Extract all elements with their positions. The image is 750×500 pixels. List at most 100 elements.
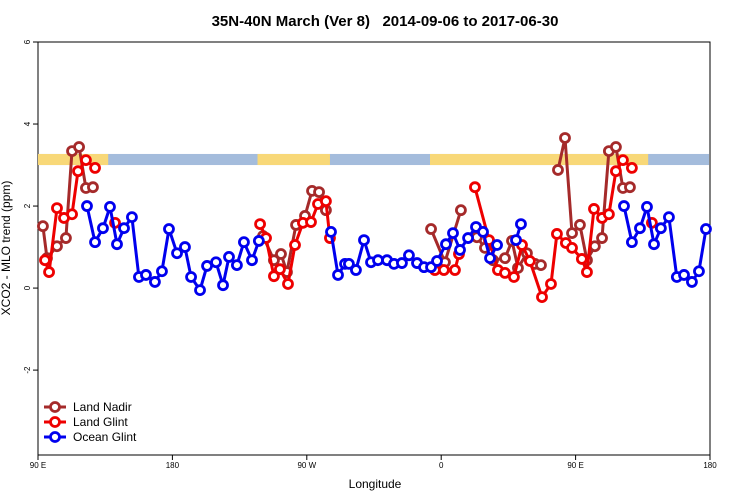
- data-point: [126, 211, 138, 224]
- data-point: [617, 154, 629, 167]
- data-point: [575, 253, 588, 265]
- data-point: [194, 284, 206, 297]
- data-point: [246, 254, 258, 267]
- data-point: [536, 291, 548, 304]
- data-point: [588, 240, 601, 253]
- data-point: [625, 236, 638, 249]
- data-point: [641, 200, 653, 213]
- y-axis-label: XCO2 - MLO trend (ppm): [0, 181, 13, 316]
- data-point: [275, 248, 287, 260]
- data-point: [252, 235, 265, 247]
- land-band: [38, 153, 109, 166]
- data-point: [648, 238, 660, 251]
- data-point: [596, 232, 608, 244]
- data-point: [111, 238, 123, 251]
- data-point: [171, 247, 183, 260]
- data-point: [210, 256, 222, 269]
- data-point: [477, 225, 489, 238]
- data-point: [305, 216, 317, 228]
- legend-marker: [49, 416, 61, 428]
- data-point: [454, 244, 466, 256]
- data-point: [223, 251, 235, 263]
- y-tick-label: 2: [23, 203, 32, 208]
- data-point: [73, 141, 85, 153]
- data-point: [535, 259, 547, 272]
- data-point: [624, 181, 636, 194]
- legend-label: Land Glint: [73, 415, 128, 429]
- data-point: [97, 222, 109, 235]
- data-point: [332, 269, 344, 281]
- data-point: [625, 162, 638, 174]
- data-point: [559, 132, 571, 144]
- data-point: [566, 227, 578, 240]
- data-point: [618, 200, 630, 212]
- data-point: [693, 265, 705, 278]
- data-point: [678, 269, 690, 281]
- data-point: [282, 278, 294, 290]
- data-point: [403, 249, 415, 262]
- data-point: [320, 195, 332, 208]
- data-point: [545, 278, 557, 290]
- data-point: [87, 181, 99, 194]
- data-point: [274, 263, 286, 276]
- data-point: [66, 208, 78, 221]
- plot-frame: [37, 41, 711, 456]
- data-point: [610, 165, 622, 178]
- data-point: [325, 225, 337, 238]
- data-point: [510, 234, 522, 246]
- land-band: [257, 153, 330, 166]
- data-point: [231, 259, 243, 272]
- data-point: [588, 203, 600, 215]
- data-point: [149, 276, 161, 288]
- data-point: [37, 220, 49, 233]
- legend-marker: [49, 431, 61, 443]
- data-point: [60, 232, 72, 244]
- ocean-band: [39, 153, 709, 166]
- data-point: [425, 223, 437, 235]
- data-point: [118, 222, 130, 235]
- data-point: [462, 232, 474, 244]
- data-point: [551, 228, 563, 240]
- data-point: [437, 264, 450, 276]
- data-point: [350, 264, 362, 276]
- data-point: [499, 267, 511, 279]
- data-point: [343, 257, 355, 270]
- data-point: [185, 271, 197, 283]
- data-point: [51, 202, 63, 215]
- data-point: [89, 236, 101, 249]
- data-point: [358, 234, 370, 246]
- x-tick-label: 180: [703, 461, 717, 470]
- data-point: [89, 162, 101, 174]
- data-point: [700, 223, 712, 235]
- data-point: [515, 218, 527, 230]
- data-point: [268, 270, 280, 283]
- data-point: [634, 222, 646, 235]
- data-point: [163, 223, 175, 235]
- data-point: [396, 257, 408, 269]
- data-point: [238, 236, 250, 249]
- legend-marker: [49, 401, 61, 413]
- data-point: [581, 266, 593, 278]
- data-point: [508, 271, 520, 283]
- data-point: [254, 218, 266, 230]
- data-point: [156, 265, 168, 278]
- data-point: [499, 252, 511, 265]
- data-point: [289, 239, 301, 251]
- x-tick-label: 90 W: [297, 461, 316, 470]
- data-point: [217, 279, 229, 292]
- data-point: [449, 264, 461, 276]
- data-point: [663, 211, 675, 224]
- data-point: [654, 222, 667, 235]
- data-point: [574, 219, 586, 231]
- x-tick-label: 0: [439, 461, 444, 470]
- x-tick-label: 90 E: [30, 461, 46, 470]
- chart-title: 35N-40N March (Ver 8) 2014-09-06 to 2017…: [212, 13, 559, 30]
- data-point: [43, 266, 55, 278]
- data-point: [484, 252, 496, 265]
- y-tick-label: -2: [23, 366, 32, 374]
- y-tick-label: 4: [23, 121, 32, 126]
- data-point: [72, 165, 84, 178]
- data-point: [447, 227, 459, 240]
- data-point: [469, 181, 481, 194]
